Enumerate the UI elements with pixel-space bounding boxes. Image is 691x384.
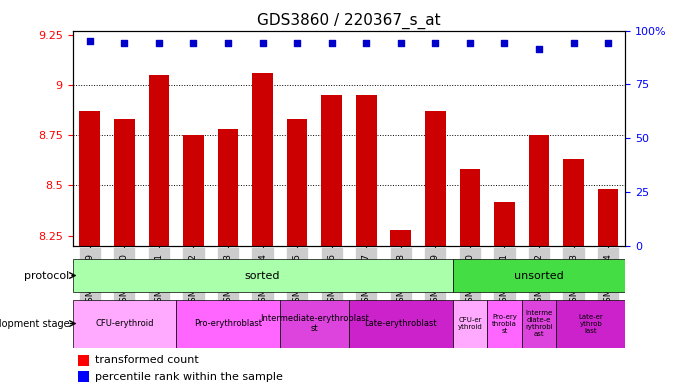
Text: Late-er
ythrob
last: Late-er ythrob last xyxy=(578,313,603,334)
Text: CFU-erythroid: CFU-erythroid xyxy=(95,319,153,328)
Bar xyxy=(349,300,453,348)
Bar xyxy=(356,95,377,246)
Point xyxy=(257,40,268,46)
Bar xyxy=(252,73,273,246)
Text: unsorted: unsorted xyxy=(514,270,564,281)
Point xyxy=(568,40,579,46)
Text: Intermediate-erythroblast
st: Intermediate-erythroblast st xyxy=(260,314,369,333)
Bar xyxy=(487,300,522,348)
Text: Interme
diate-e
rythrobl
ast: Interme diate-e rythrobl ast xyxy=(525,310,553,337)
Bar xyxy=(460,169,480,246)
Bar xyxy=(218,129,238,246)
Bar xyxy=(176,300,280,348)
Title: GDS3860 / 220367_s_at: GDS3860 / 220367_s_at xyxy=(257,13,441,29)
Bar xyxy=(114,119,135,246)
Bar xyxy=(494,202,515,246)
Point xyxy=(188,40,199,46)
Bar xyxy=(390,230,411,246)
Point xyxy=(464,40,475,46)
Bar xyxy=(280,300,349,348)
Point xyxy=(84,38,95,44)
Bar xyxy=(453,300,487,348)
Point xyxy=(326,40,337,46)
Bar xyxy=(453,259,625,292)
Point xyxy=(119,40,130,46)
Point xyxy=(361,40,372,46)
Point xyxy=(292,40,303,46)
Bar xyxy=(529,135,549,246)
Point xyxy=(430,40,441,46)
Text: Pro-erythroblast: Pro-erythroblast xyxy=(194,319,262,328)
Bar xyxy=(183,135,204,246)
Bar xyxy=(321,95,342,246)
Bar xyxy=(79,111,100,246)
Bar xyxy=(556,300,625,348)
Text: Pro-ery
throbla
st: Pro-ery throbla st xyxy=(492,313,517,334)
Point xyxy=(153,40,164,46)
Bar xyxy=(78,371,89,382)
Bar xyxy=(73,300,176,348)
Text: sorted: sorted xyxy=(245,270,281,281)
Bar xyxy=(598,189,618,246)
Point xyxy=(499,40,510,46)
Text: Late-erythroblast: Late-erythroblast xyxy=(364,319,437,328)
Bar xyxy=(149,75,169,246)
Bar xyxy=(287,119,307,246)
Point xyxy=(603,40,614,46)
Text: transformed count: transformed count xyxy=(95,356,198,366)
Text: percentile rank within the sample: percentile rank within the sample xyxy=(95,372,283,382)
Text: development stage: development stage xyxy=(0,318,73,329)
Point xyxy=(223,40,234,46)
Bar xyxy=(425,111,446,246)
Point xyxy=(533,46,545,52)
Bar xyxy=(73,259,453,292)
Point xyxy=(395,40,406,46)
Text: protocol: protocol xyxy=(23,270,73,281)
Text: CFU-er
ythroid: CFU-er ythroid xyxy=(457,317,482,330)
Bar xyxy=(522,300,556,348)
Bar xyxy=(563,159,584,246)
Bar xyxy=(78,355,89,366)
